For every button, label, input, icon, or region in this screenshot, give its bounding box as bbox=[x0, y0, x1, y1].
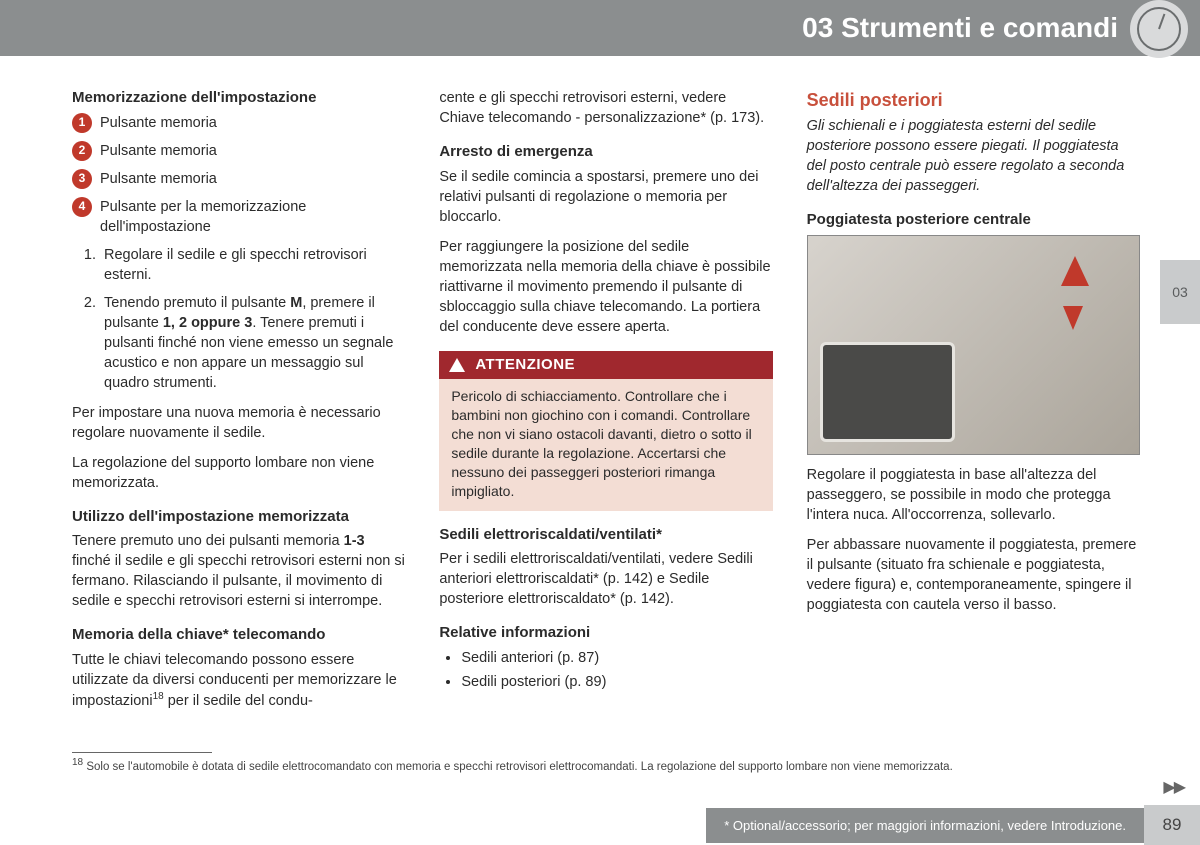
footnote: 18 Solo se l'automobile è dotata di sedi… bbox=[72, 753, 1122, 773]
column-1: Memorizzazione dell'impostazione 1 Pulsan… bbox=[72, 88, 405, 721]
step-2: Tenendo premuto il pulsante M, premere i… bbox=[100, 293, 405, 393]
page-number: 89 bbox=[1144, 805, 1200, 845]
callout-text: Pulsante per la memorizzazione dell'impo… bbox=[100, 199, 306, 235]
related-item: Sedili posteriori (p. 89) bbox=[461, 672, 772, 692]
heading-key-memory: Memoria della chiave* telecomando bbox=[72, 625, 405, 646]
warning-triangle-icon bbox=[449, 358, 465, 372]
image-inset bbox=[820, 342, 955, 442]
warning-header: ATTENZIONE bbox=[439, 351, 772, 380]
content-columns: Memorizzazione dell'impostazione 1 Pulsan… bbox=[0, 56, 1200, 721]
heading-related-info: Relative informazioni bbox=[439, 623, 772, 644]
related-item: Sedili anteriori (p. 87) bbox=[461, 648, 772, 668]
heading-heated-seats: Sedili elettroriscaldati/ventilati* bbox=[439, 525, 772, 546]
arrow-down-icon bbox=[1063, 306, 1083, 330]
steps-list: Regolare il sedile e gli specchi retrovi… bbox=[72, 245, 405, 393]
paragraph: Per impostare una nuova memoria è necess… bbox=[72, 403, 405, 443]
heading-emergency-stop: Arresto di emergenza bbox=[439, 142, 772, 163]
step-1: Regolare il sedile e gli specchi retrovi… bbox=[100, 245, 405, 285]
callout-text: Pulsante memoria bbox=[100, 143, 217, 159]
gauge-icon bbox=[1130, 0, 1188, 58]
callout-list: 1 Pulsante memoria 2 Pulsante memoria 3 Pul… bbox=[72, 113, 405, 237]
column-2: cente e gli specchi retrovisori esterni,… bbox=[439, 88, 772, 721]
paragraph: Regolare il poggiatesta in base all'alte… bbox=[807, 465, 1140, 525]
heading-memory-use: Utilizzo dell'impostazione memorizzata bbox=[72, 507, 405, 528]
warning-title: ATTENZIONE bbox=[475, 355, 575, 376]
heading-rear-headrest: Poggiatesta posteriore centrale bbox=[807, 210, 1140, 231]
chapter-number: 03 bbox=[802, 12, 833, 43]
callout-text: Pulsante memoria bbox=[100, 171, 217, 187]
circle-icon: 1 bbox=[72, 113, 92, 133]
callout-2: 2 Pulsante memoria bbox=[72, 141, 405, 161]
section-title-rear-seats: Sedili posteriori bbox=[807, 88, 1140, 113]
arrow-up-icon bbox=[1061, 256, 1089, 286]
warning-box: ATTENZIONE Pericolo di schiacciamento. C… bbox=[439, 351, 772, 511]
paragraph: Per abbassare nuovamente il poggiatesta,… bbox=[807, 535, 1140, 615]
chapter-name: Strumenti e comandi bbox=[841, 12, 1118, 43]
callout-4: 4 Pulsante per la memorizzazione dell'imp… bbox=[72, 197, 405, 237]
manual-page: 03 Strumenti e comandi 03 Memorizzazione… bbox=[0, 0, 1200, 845]
paragraph: Tenere premuto uno dei pulsanti memoria … bbox=[72, 531, 405, 611]
chapter-title: 03 Strumenti e comandi bbox=[802, 12, 1118, 44]
paragraph: Se il sedile comincia a spostarsi, preme… bbox=[439, 167, 772, 227]
callout-text: Pulsante memoria bbox=[100, 115, 217, 131]
footer: * Optional/accessorio; per maggiori info… bbox=[706, 805, 1200, 845]
circle-icon: 3 bbox=[72, 169, 92, 189]
headrest-image bbox=[807, 235, 1140, 455]
paragraph: Tutte le chiavi telecomando possono esse… bbox=[72, 650, 405, 711]
side-tab: 03 bbox=[1160, 260, 1200, 324]
paragraph: Per i sedili elettroriscaldati/ventilati… bbox=[439, 549, 772, 609]
circle-icon: 4 bbox=[72, 197, 92, 217]
callout-3: 3 Pulsante memoria bbox=[72, 169, 405, 189]
warning-body: Pericolo di schiacciamento. Controllare … bbox=[439, 379, 772, 510]
circle-icon: 2 bbox=[72, 141, 92, 161]
intro-text: Gli schienali e i poggiatesta esterni de… bbox=[807, 116, 1140, 196]
chapter-header: 03 Strumenti e comandi bbox=[0, 0, 1200, 56]
continue-arrows-icon: ▶▶ bbox=[1163, 777, 1184, 797]
paragraph: cente e gli specchi retrovisori esterni,… bbox=[439, 88, 772, 128]
paragraph: Per raggiungere la posizione del sedile … bbox=[439, 237, 772, 337]
related-list: Sedili anteriori (p. 87) Sedili posterio… bbox=[439, 648, 772, 692]
column-3: Sedili posteriori Gli schienali e i pogg… bbox=[807, 88, 1140, 721]
callout-1: 1 Pulsante memoria bbox=[72, 113, 405, 133]
heading-memory-save: Memorizzazione dell'impostazione bbox=[72, 88, 405, 109]
footer-note: * Optional/accessorio; per maggiori info… bbox=[706, 808, 1144, 843]
paragraph: La regolazione del supporto lombare non … bbox=[72, 453, 405, 493]
